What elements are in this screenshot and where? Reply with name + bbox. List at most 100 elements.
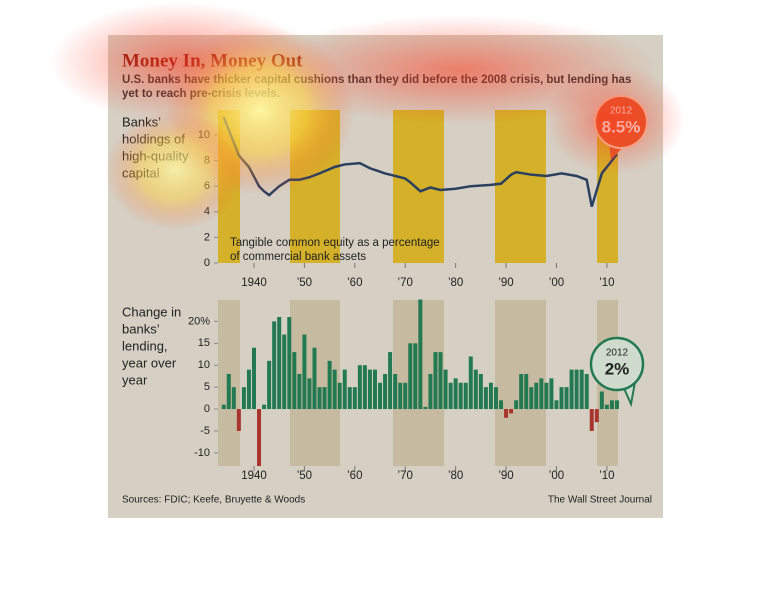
bar [443, 369, 448, 410]
x-tick-label: 1940 [241, 277, 267, 289]
x-tick-label: 1940 [241, 470, 267, 482]
bar [342, 369, 347, 410]
callout-value: 2% [605, 359, 630, 378]
bar [499, 400, 504, 410]
axis-label: lending, [122, 338, 168, 353]
axis-label: holdings of [122, 131, 185, 146]
annotation: of commercial bank assets [230, 251, 366, 263]
axis-label: high-quality [122, 148, 189, 163]
subtitle: yet to reach pre-crisis levels. [122, 88, 280, 100]
bar [408, 343, 413, 410]
x-tick-label: ’00 [549, 277, 564, 289]
bar [534, 382, 539, 410]
x-tick-label: ’90 [498, 470, 513, 482]
y-tick-label: 0 [204, 403, 210, 415]
y-tick-label: 5 [204, 381, 210, 393]
bar [519, 373, 524, 410]
bar [544, 382, 549, 410]
bar [226, 373, 231, 410]
bar [614, 400, 619, 410]
bar [332, 369, 337, 410]
bar [559, 387, 564, 410]
bar [398, 382, 403, 410]
axis-label: year over [122, 355, 177, 370]
bar [378, 382, 383, 410]
bar [413, 343, 418, 410]
x-tick-label: ’70 [398, 277, 413, 289]
bar [322, 387, 327, 410]
bar [221, 404, 226, 410]
subtitle: U.S. banks have thicker capital cushions… [122, 74, 631, 86]
bar [584, 373, 589, 410]
y-tick-label: 2 [204, 231, 210, 243]
bar [514, 400, 519, 410]
bar [297, 373, 302, 410]
x-tick-label: ’00 [549, 470, 564, 482]
callout-value: 8.5% [602, 117, 641, 136]
callout-year: 2012 [610, 106, 633, 117]
y-tick-label: 10 [198, 129, 210, 141]
axis-label: Change in [122, 304, 181, 319]
bar [367, 369, 372, 410]
bar [458, 382, 463, 410]
bar [463, 382, 468, 410]
credit: The Wall Street Journal [548, 495, 652, 506]
bar [277, 317, 282, 410]
bar [509, 409, 514, 414]
source: Sources: FDIC; Keefe, Bruyette & Woods [122, 495, 305, 506]
bar [272, 321, 277, 410]
bar [357, 365, 362, 410]
bar [589, 409, 594, 431]
bar [599, 391, 604, 410]
bar [423, 406, 428, 410]
axis-label: Banks’ [122, 114, 161, 129]
bar [362, 365, 367, 410]
x-tick-label: ’50 [297, 470, 312, 482]
bar [251, 347, 256, 410]
bar [246, 369, 251, 410]
bar [257, 409, 262, 466]
bar [473, 369, 478, 410]
y-tick-label: 20% [188, 315, 210, 327]
bar [418, 299, 423, 410]
bar [529, 387, 534, 410]
y-tick-label: -5 [200, 425, 210, 437]
bar [312, 347, 317, 410]
bar [468, 356, 473, 410]
y-tick-label: 0 [204, 257, 210, 269]
bar [287, 317, 292, 410]
bar [483, 387, 488, 410]
bar [388, 352, 393, 410]
bar [539, 378, 544, 410]
bar [569, 369, 574, 410]
bar [317, 387, 322, 410]
bar [594, 409, 599, 423]
bar [493, 387, 498, 410]
x-tick-label: ’10 [599, 470, 614, 482]
bar [488, 382, 493, 410]
y-tick-label: 8 [204, 155, 210, 167]
bar [267, 360, 272, 410]
callout-year: 2012 [606, 348, 629, 359]
bar [302, 334, 307, 410]
y-tick-label: -10 [194, 447, 210, 459]
x-tick-label: ’80 [448, 470, 463, 482]
bar [524, 373, 529, 410]
bar [372, 369, 377, 410]
x-tick-label: ’90 [498, 277, 513, 289]
y-tick-label: 6 [204, 180, 210, 192]
bar [403, 382, 408, 410]
bar [231, 387, 236, 410]
bar [438, 352, 443, 410]
annotation: Tangible common equity as a percentage [230, 237, 440, 249]
bar [337, 382, 342, 410]
bar [433, 352, 438, 410]
bar [327, 360, 332, 410]
x-tick-label: ’50 [297, 277, 312, 289]
bar [448, 382, 453, 410]
callout [589, 336, 645, 392]
panel [108, 35, 663, 518]
bar [609, 400, 614, 410]
bar [393, 373, 398, 410]
y-tick-label: 15 [198, 337, 210, 349]
